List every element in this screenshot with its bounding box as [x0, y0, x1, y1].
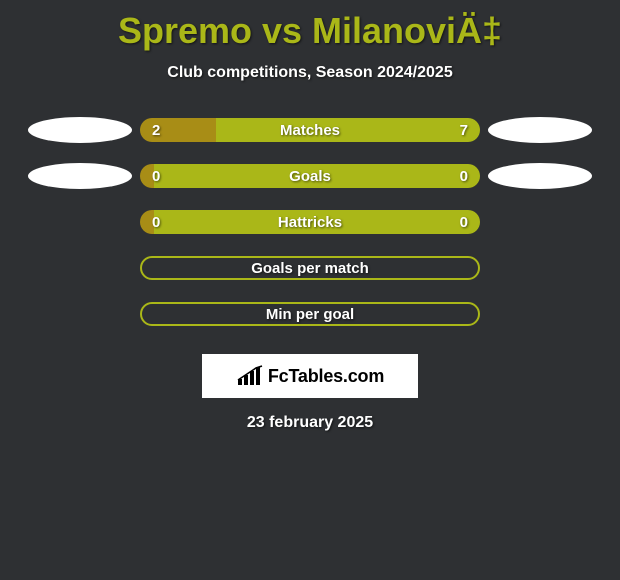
stat-bar: Goals per match	[140, 256, 480, 280]
stat-left-value: 2	[152, 122, 160, 139]
stat-left-value: 0	[152, 214, 160, 231]
stat-bar-right: 0	[154, 210, 480, 234]
comparison-subtitle: Club competitions, Season 2024/2025	[0, 64, 620, 82]
stat-label: Min per goal	[142, 304, 478, 324]
left-side	[20, 163, 140, 189]
stat-right-value: 0	[460, 168, 468, 185]
stat-right-value: 7	[460, 122, 468, 139]
stat-bar: 27Matches	[140, 118, 480, 142]
right-side	[480, 163, 600, 189]
stats-container: 27Matches00Goals00HattricksGoals per mat…	[0, 118, 620, 326]
snapshot-date: 23 february 2025	[0, 414, 620, 432]
player-right-ellipse	[488, 117, 592, 143]
player-left-ellipse	[28, 163, 132, 189]
stat-bar-right: 7	[216, 118, 480, 142]
stat-row: 00Goals	[0, 164, 620, 188]
logo-text: FcTables.com	[268, 366, 384, 387]
bars-icon	[236, 365, 266, 387]
stat-bar-left: 2	[140, 118, 216, 142]
comparison-title: Spremo vs MilanoviÄ‡	[0, 0, 620, 52]
stat-bar-left: 0	[140, 210, 154, 234]
stat-bar: 00Goals	[140, 164, 480, 188]
stat-row: Min per goal	[0, 302, 620, 326]
player-left-ellipse	[28, 117, 132, 143]
stat-bar-left: 0	[140, 164, 154, 188]
stat-bar-right: 0	[154, 164, 480, 188]
left-side	[20, 117, 140, 143]
stat-row: Goals per match	[0, 256, 620, 280]
stat-bar: Min per goal	[140, 302, 480, 326]
stat-row: 00Hattricks	[0, 210, 620, 234]
stat-label: Goals per match	[142, 258, 478, 278]
stat-left-value: 0	[152, 168, 160, 185]
logo-box: FcTables.com	[202, 354, 418, 398]
player-right-ellipse	[488, 163, 592, 189]
stat-row: 27Matches	[0, 118, 620, 142]
stat-right-value: 0	[460, 214, 468, 231]
right-side	[480, 117, 600, 143]
stat-bar: 00Hattricks	[140, 210, 480, 234]
